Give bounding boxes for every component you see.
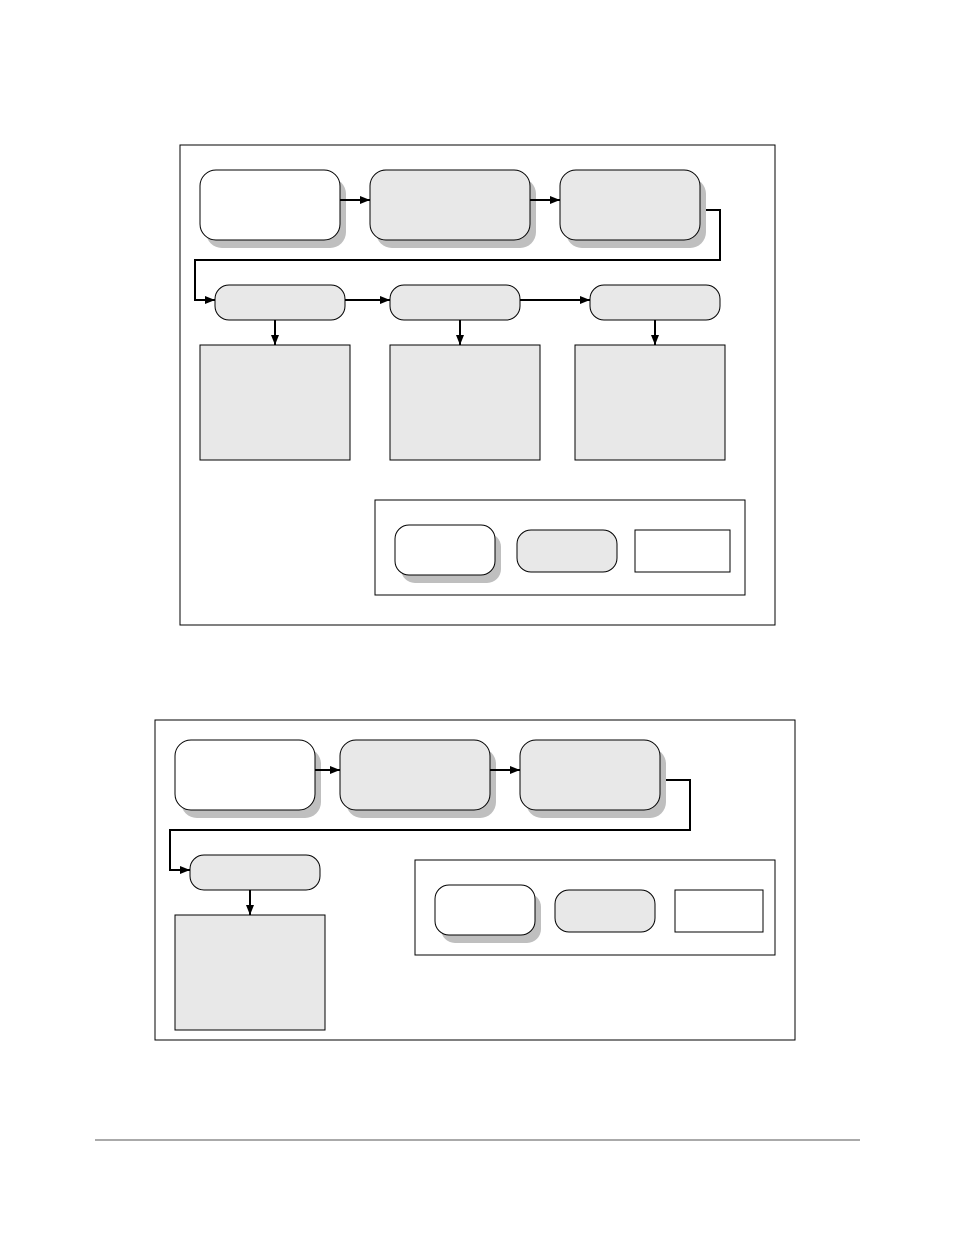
- diagram-canvas: [0, 0, 954, 1235]
